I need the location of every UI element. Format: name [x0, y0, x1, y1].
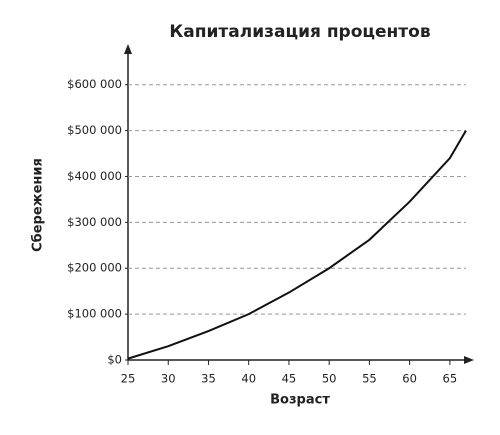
y-tick-label: $300 000 [67, 215, 122, 229]
x-arrow [464, 356, 474, 364]
x-tick-label: 30 [161, 372, 176, 386]
y-tick-label: $400 000 [67, 169, 122, 183]
x-tick-label: 65 [443, 372, 458, 386]
y-tick-label: $200 000 [67, 261, 122, 275]
y-tick-label: $0 [107, 353, 122, 367]
y-axis-label: Сбережения [31, 158, 46, 252]
line [127, 130, 467, 360]
x-tick-label: 25 [121, 372, 136, 386]
chart-title: Капитализация процентов [169, 22, 430, 42]
y-tick-label: $500 000 [67, 123, 122, 137]
y-tick-label: $100 000 [67, 307, 122, 321]
x-tick-label: 40 [241, 372, 256, 386]
y-tick-label: $600 000 [67, 77, 122, 91]
x-tick-label: 55 [362, 372, 377, 386]
x-tick-label: 60 [402, 372, 417, 386]
y-arrow [124, 44, 132, 54]
x-tick-label: 45 [282, 372, 297, 386]
x-tick-label: 35 [201, 372, 216, 386]
x-axis-label: Возраст [270, 393, 330, 408]
x-tick-label: 50 [322, 372, 337, 386]
